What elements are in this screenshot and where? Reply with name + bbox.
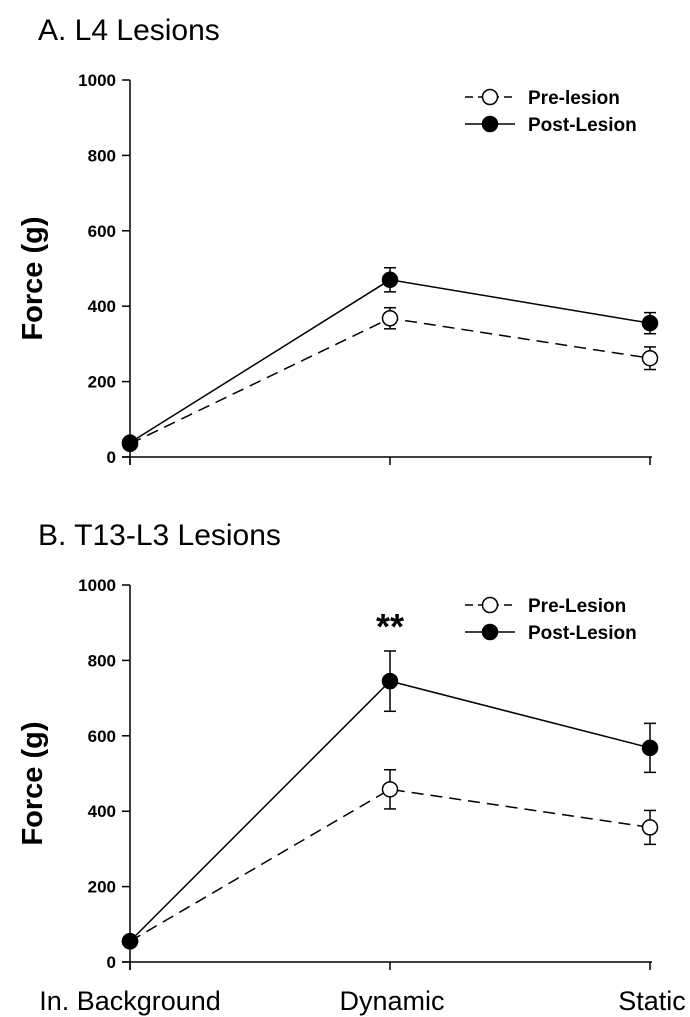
panel-a-ytick-label: 200 (88, 373, 116, 392)
panel-a-ytick-label: 0 (107, 448, 116, 467)
panel-b-series-pre-point (381, 781, 399, 798)
panel-a: A. L4 Lesions 0 200 400 600 800 1000 Force (g)… (17, 14, 659, 467)
panel-a-ytick-label: 800 (88, 146, 116, 165)
panel-a-title: A. L4 Lesions (38, 14, 220, 47)
panel-b-legend-pre-marker (481, 596, 499, 614)
panel-b-ytick-label: 0 (107, 953, 116, 972)
panel-b-legend-post-marker (481, 623, 499, 641)
x-category-label-background: In. Background (39, 986, 221, 1016)
panel-b-legend-post-label: Post-Lesion (528, 623, 637, 644)
panel-a-series-pre-line (129, 317, 651, 445)
panel-b-y-axis-label: Force (g) (17, 721, 49, 845)
panel-b-legend-pre-label: Pre-Lesion (528, 596, 626, 617)
panel-b-series-post-point (121, 933, 139, 950)
panel-a-series-pre-point (381, 310, 399, 327)
panel-b-ytick-label: 1000 (78, 576, 116, 595)
panel-b-ytick-label: 600 (88, 727, 116, 746)
panel-b-series-post-point (641, 739, 659, 757)
panel-b-series-pre-point (641, 819, 659, 836)
panel-a-series-post-point (641, 314, 659, 332)
panel-a-legend-post-label: Post-Lesion (528, 115, 637, 136)
panel-a-legend-pre-label: Pre-lesion (528, 88, 620, 109)
panel-a-y-axis-label: Force (g) (17, 216, 49, 340)
panel-b-series-post-point (381, 672, 399, 690)
panel-a-ytick-label: 600 (88, 222, 116, 241)
panel-a-legend-pre-marker (481, 88, 499, 106)
panel-b-ytick-label: 800 (88, 651, 116, 670)
panel-b-series-pre-line (129, 788, 651, 942)
x-category-label-dynamic: Dynamic (339, 986, 444, 1016)
panel-b-series-post-line (129, 680, 651, 942)
panel-b-ytick-label: 200 (88, 878, 116, 897)
x-category-labels: In. Background Dynamic Static (39, 986, 686, 1016)
panel-a-series-post-line (129, 279, 651, 444)
panel-a-ytick-label: 1000 (78, 71, 116, 90)
panel-b: B. T13-L3 Lesions 0 200 400 600 800 1000 Force… (17, 519, 659, 972)
panel-b-title: B. T13-L3 Lesions (38, 519, 281, 552)
panel-a-series-pre-point (641, 349, 659, 367)
panel-b-ytick-label: 400 (88, 802, 116, 821)
panel-a-series-post-point (121, 434, 139, 451)
panel-a-series-post-point (381, 271, 399, 289)
panel-b-significance-annotation: ** (376, 606, 404, 647)
panel-a-legend-post-marker (481, 115, 499, 133)
x-category-label-static: Static (618, 986, 686, 1016)
panel-a-ytick-label: 400 (88, 297, 116, 316)
